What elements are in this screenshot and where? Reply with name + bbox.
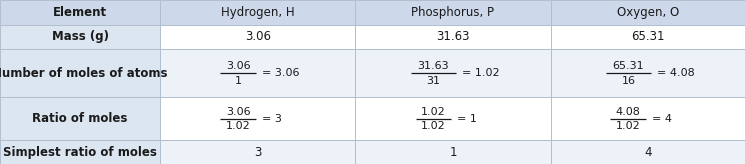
Bar [0,49,160,97]
Text: 65.31: 65.31 [612,61,644,71]
Bar [160,49,355,97]
Bar [355,0,551,25]
Text: 1.02: 1.02 [616,121,641,131]
Bar [160,97,355,140]
Text: = 3.06: = 3.06 [262,68,299,78]
Text: 31.63: 31.63 [418,61,449,71]
Bar [0,0,160,25]
Text: 3.06: 3.06 [226,107,250,117]
Bar [0,140,160,164]
Bar [355,97,551,140]
Bar [551,97,745,140]
Text: = 4.08: = 4.08 [656,68,694,78]
Text: 16: 16 [621,76,635,86]
Text: = 1.02: = 1.02 [462,68,499,78]
Bar [551,140,745,164]
Bar [0,25,160,49]
Text: 3: 3 [254,146,261,159]
Text: 1.02: 1.02 [226,121,250,131]
Bar [355,140,551,164]
Text: 1.02: 1.02 [421,121,446,131]
Text: = 1: = 1 [457,114,477,124]
Text: 4.08: 4.08 [616,107,641,117]
Text: 3.06: 3.06 [245,30,270,43]
Text: Number of moles of atoms: Number of moles of atoms [0,67,168,80]
Bar [551,49,745,97]
Bar [160,25,355,49]
Bar [160,0,355,25]
Text: 1.02: 1.02 [421,107,446,117]
Bar [160,140,355,164]
Text: Simplest ratio of moles: Simplest ratio of moles [3,146,157,159]
Bar [0,97,160,140]
Text: Ratio of moles: Ratio of moles [32,112,128,125]
Text: 1: 1 [449,146,457,159]
Bar [551,0,745,25]
Text: 4: 4 [644,146,652,159]
Text: 3.06: 3.06 [226,61,250,71]
Text: = 4: = 4 [652,114,672,124]
Text: Element: Element [53,6,107,19]
Text: Oxygen, O: Oxygen, O [617,6,679,19]
Bar [551,25,745,49]
Bar [355,49,551,97]
Bar [355,25,551,49]
Text: Mass (g): Mass (g) [51,30,109,43]
Text: Hydrogen, H: Hydrogen, H [221,6,294,19]
Text: = 3: = 3 [262,114,282,124]
Text: 31: 31 [426,76,440,86]
Text: Phosphorus, P: Phosphorus, P [411,6,495,19]
Text: 65.31: 65.31 [631,30,665,43]
Text: 31.63: 31.63 [437,30,469,43]
Text: 1: 1 [235,76,241,86]
